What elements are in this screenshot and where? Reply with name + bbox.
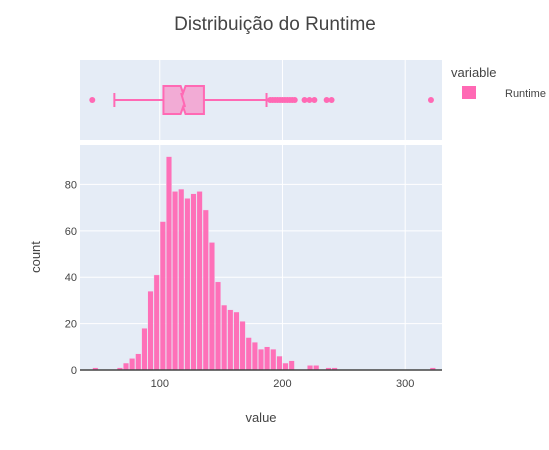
- y-tick-label: 60: [65, 226, 77, 238]
- histogram-bar: [129, 358, 136, 371]
- y-axis-title: count: [28, 241, 43, 273]
- histogram-bar: [172, 191, 179, 371]
- histogram-bar: [288, 360, 295, 371]
- outlier-point: [301, 97, 308, 103]
- histogram-bar: [190, 193, 197, 371]
- outlier-point: [328, 97, 335, 103]
- histogram-bar: [251, 341, 258, 371]
- histogram-bar: [239, 321, 246, 371]
- histogram-bar: [159, 221, 166, 371]
- histogram-bar: [165, 156, 172, 371]
- y-tick-label: 0: [71, 365, 77, 377]
- y-tick-label: 20: [65, 319, 77, 331]
- histogram-panel: [80, 145, 442, 371]
- x-axis-title: value: [245, 410, 276, 425]
- x-tick-label: 200: [273, 378, 291, 390]
- chart-title: Distribuição do Runtime: [174, 14, 376, 35]
- histogram-background: [80, 145, 442, 370]
- median-line: [180, 92, 187, 108]
- legend-label-runtime[interactable]: Runtime: [505, 88, 546, 100]
- outlier-point: [306, 97, 313, 103]
- legend-swatch-runtime[interactable]: [462, 86, 476, 99]
- histogram-bar: [135, 353, 142, 371]
- histogram-bar: [264, 346, 271, 371]
- legend[interactable]: variable Runtime: [451, 65, 546, 100]
- y-axis-ticks: 0 20 40 60 80: [65, 179, 77, 377]
- box-plot-panel: [80, 60, 442, 140]
- histogram-bar: [282, 362, 289, 371]
- x-tick-label: 100: [151, 378, 169, 390]
- outlier-point: [323, 97, 330, 103]
- legend-title: variable: [451, 65, 497, 80]
- histogram-bars: [92, 156, 436, 371]
- histogram-bar: [227, 309, 234, 371]
- outlier-point: [89, 97, 96, 103]
- histogram-bar: [147, 290, 154, 371]
- histogram-bar: [202, 209, 209, 371]
- y-tick-label: 40: [65, 272, 77, 284]
- histogram-bar: [208, 242, 215, 371]
- box-plot-marks: [89, 85, 434, 115]
- histogram-bar: [270, 348, 277, 371]
- outlier-point: [427, 97, 434, 103]
- histogram-bar: [178, 188, 185, 371]
- histogram-bar: [123, 362, 129, 371]
- histogram-bar: [233, 311, 240, 371]
- histogram-bar: [258, 348, 264, 371]
- y-tick-label: 80: [65, 179, 77, 191]
- histogram-gridlines: [80, 145, 442, 370]
- histogram-bar: [196, 191, 203, 371]
- histogram-bar: [276, 355, 283, 371]
- outlier-point: [291, 97, 298, 103]
- outlier-point: [311, 97, 318, 103]
- histogram-bar: [245, 337, 252, 371]
- histogram-bar: [215, 281, 222, 371]
- x-tick-label: 300: [396, 378, 414, 390]
- histogram-bar: [153, 274, 160, 371]
- histogram-bar: [221, 304, 228, 371]
- histogram-bar: [184, 198, 191, 371]
- histogram-bar: [141, 328, 148, 371]
- x-axis-ticks: 100 200 300: [151, 378, 415, 390]
